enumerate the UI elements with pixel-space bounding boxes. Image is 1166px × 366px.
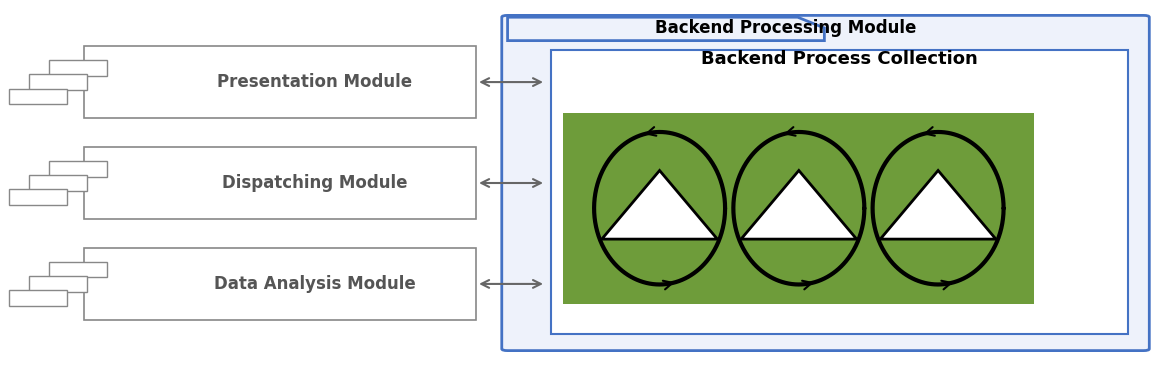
- Text: Backend Processing Module: Backend Processing Module: [655, 19, 916, 37]
- Polygon shape: [742, 171, 857, 239]
- FancyBboxPatch shape: [84, 147, 476, 219]
- Text: Data Analysis Module: Data Analysis Module: [215, 275, 416, 293]
- FancyBboxPatch shape: [49, 262, 107, 277]
- FancyBboxPatch shape: [8, 190, 66, 205]
- FancyBboxPatch shape: [29, 276, 87, 292]
- Polygon shape: [602, 171, 717, 239]
- Text: Dispatching Module: Dispatching Module: [223, 174, 408, 192]
- Polygon shape: [880, 171, 996, 239]
- FancyBboxPatch shape: [703, 113, 895, 303]
- FancyBboxPatch shape: [84, 46, 476, 118]
- FancyBboxPatch shape: [84, 248, 476, 320]
- FancyBboxPatch shape: [49, 161, 107, 176]
- Polygon shape: [507, 17, 824, 41]
- FancyBboxPatch shape: [29, 74, 87, 90]
- FancyBboxPatch shape: [49, 60, 107, 76]
- FancyBboxPatch shape: [8, 290, 66, 306]
- Text: Backend Process Collection: Backend Process Collection: [701, 50, 978, 68]
- FancyBboxPatch shape: [550, 50, 1129, 335]
- FancyBboxPatch shape: [8, 89, 66, 104]
- FancyBboxPatch shape: [563, 113, 756, 303]
- FancyBboxPatch shape: [501, 15, 1150, 351]
- FancyBboxPatch shape: [29, 175, 87, 191]
- FancyBboxPatch shape: [842, 113, 1034, 303]
- Text: Presentation Module: Presentation Module: [217, 73, 413, 91]
